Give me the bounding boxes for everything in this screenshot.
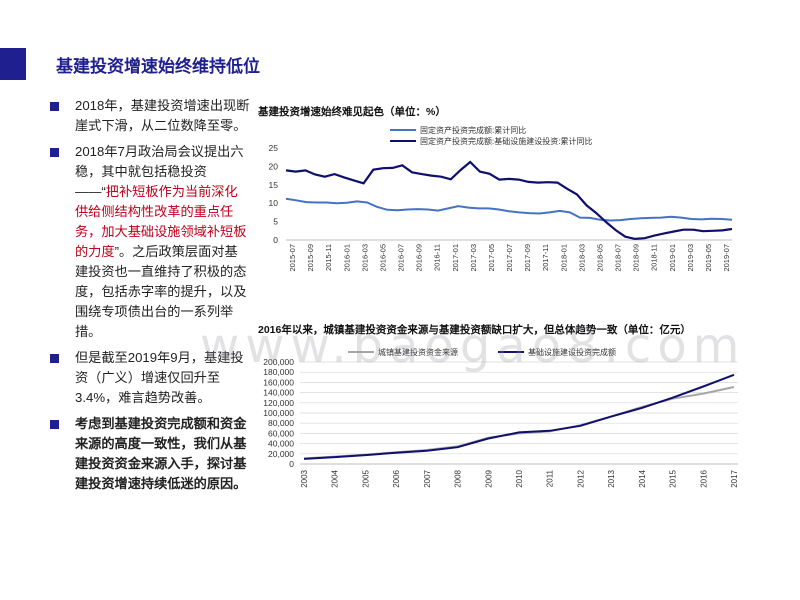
- chart1-xtick-label: 2018-03: [577, 244, 586, 272]
- chart1-xtick-label: 2016-11: [433, 244, 442, 271]
- chart2-ytick-label: 160,000: [263, 377, 294, 387]
- chart1-series-line: [285, 197, 733, 222]
- chart2-ytick-label: 80,000: [268, 418, 294, 428]
- bullet-square-icon: [50, 420, 59, 429]
- chart2-xtick-label: 2014: [638, 469, 647, 487]
- chart1-xtick-label: 2017-07: [505, 244, 514, 272]
- chart2-series-line: [303, 373, 735, 460]
- chart2-funding-vs-investment: 020,00040,00060,00080,000100,000120,0001…: [263, 347, 739, 488]
- chart1-xtick-label: 2017-09: [523, 244, 532, 272]
- chart1-xtick-label: 2015-11: [324, 244, 333, 271]
- chart1-ytick-label: 0: [273, 235, 278, 245]
- chart1-xtick-label: 2019-03: [686, 244, 695, 272]
- chart2-xtick-label: 2016: [699, 469, 708, 487]
- bullet-highlight-text: 把补短板作为当前深化供给侧结构性改革的重点任务，加大基础设施领域补短板的力度: [75, 184, 247, 259]
- chart2-xtick-label: 2007: [423, 469, 432, 487]
- chart2-xtick-label: 2006: [392, 469, 401, 487]
- chart2-legend-label: 基础设施建设投资完成额: [528, 347, 616, 357]
- bullet-text-part: 2018年7月政治局会议提出六稳，其中就包括稳投资——“: [75, 144, 244, 199]
- chart1-xtick-label: 2015-07: [288, 244, 297, 272]
- chart1-xtick-label: 2017-11: [541, 244, 550, 271]
- chart1-xtick-label: 2017-03: [469, 244, 478, 272]
- chart1-ytick-label: 15: [269, 180, 279, 190]
- bullet-square-icon: [50, 354, 59, 363]
- bullet-item: 考虑到基建投资完成额和资金来源的高度一致性，我们从基建投资资金来源入手，探讨基建…: [50, 414, 250, 494]
- chart2-ytick-label: 40,000: [268, 439, 294, 449]
- chart1-xtick-label: 2016-07: [397, 244, 406, 272]
- chart2-xtick-label: 2008: [454, 469, 463, 487]
- chart1-xtick-label: 2019-01: [668, 244, 677, 272]
- bullet-square-icon: [50, 148, 59, 157]
- chart2-ytick-label: 0: [289, 459, 294, 469]
- title-accent-bar: [0, 48, 26, 80]
- chart2-ytick-label: 140,000: [263, 388, 294, 398]
- watermark-text: www.baogao8.com: [200, 318, 746, 374]
- chart2-ytick-label: 180,000: [263, 367, 294, 377]
- chart2-xtick-label: 2011: [546, 469, 555, 487]
- chart2-ytick-label: 20,000: [268, 449, 294, 459]
- chart1-xtick-label: 2018-11: [650, 244, 659, 271]
- bullet-item: 2018年7月政治局会议提出六稳，其中就包括稳投资——“把补短板作为当前深化供给…: [50, 142, 250, 342]
- chart1-title: 基建投资增速始终难见起色（单位：%）: [258, 106, 446, 118]
- chart1-growth-rate: 0 5 10 15 20 25 2015-07 2015-09 2015-11 2016-01 20…: [269, 125, 733, 272]
- bullet-text-part: ”。之后政策层面对基建投资也一直维持了积极的态度，包括赤字率的提升，以及围绕专项…: [75, 244, 247, 339]
- bullet-text: 但是截至2019年9月，基建投资（广义）增速仅回升至3.4%，难言趋势改善。: [75, 350, 244, 405]
- chart2-xtick-label: 2005: [361, 469, 370, 487]
- chart2-xtick-label: 2009: [484, 469, 493, 487]
- bullet-square-icon: [50, 102, 59, 111]
- chart1-xtick-label: 2016-01: [342, 244, 351, 272]
- chart2-ytick-label: 60,000: [268, 428, 294, 438]
- chart1-xtick-label: 2018-01: [559, 244, 568, 272]
- chart1-legend-label: 固定资产投资完成额:累计同比: [420, 125, 526, 135]
- chart2-xtick-label: 2017: [730, 469, 739, 487]
- chart2-xtick-label: 2004: [331, 469, 340, 487]
- chart2-ytick-label: 100,000: [263, 408, 294, 418]
- chart1-xtick-label: 2019-07: [722, 244, 731, 272]
- chart1-xtick-label: 2017-01: [451, 244, 460, 272]
- slide-title: 基建投资增速始终维持低位: [56, 57, 260, 76]
- chart1-xtick-label: 2018-09: [632, 244, 641, 272]
- chart1-xtick-label: 2015-09: [306, 244, 315, 272]
- chart1-xtick-label: 2019-05: [704, 244, 713, 272]
- bullet-list: 2018年，基建投资增速出现断崖式下滑，从二位数降至零。 2018年7月政治局会…: [50, 96, 250, 500]
- chart2-ytick-label: 200,000: [263, 357, 294, 367]
- chart2-legend-label: 城镇基建投资资金来源: [378, 347, 458, 357]
- bullet-text: 考虑到基建投资完成额和资金来源的高度一致性，我们从基建投资资金来源入手，探讨基建…: [75, 416, 247, 491]
- bullet-text: 2018年7月政治局会议提出六稳，其中就包括稳投资——“把补短板作为当前深化供给…: [75, 142, 250, 342]
- bullet-item: 2018年，基建投资增速出现断崖式下滑，从二位数降至零。: [50, 96, 250, 136]
- bullet-text: 2018年，基建投资增速出现断崖式下滑，从二位数降至零。: [75, 98, 250, 133]
- chart2-title: 2016年以来，城镇基建投资资金来源与基建投资额缺口扩大，但总体趋势一致（单位：…: [258, 324, 691, 336]
- chart2-xtick-label: 2010: [515, 469, 524, 487]
- chart1-ytick-label: 20: [269, 161, 279, 171]
- chart1-xtick-label: 2018-07: [614, 244, 623, 272]
- chart2-ytick-label: 120,000: [263, 398, 294, 408]
- chart2-xtick-label: 2003: [300, 469, 309, 487]
- chart1-xtick-label: 2016-03: [360, 244, 369, 272]
- chart2-xtick-label: 2015: [669, 469, 678, 487]
- chart2-xtick-label: 2013: [607, 469, 616, 487]
- chart1-xtick-label: 2018-05: [595, 244, 604, 272]
- chart2-xtick-label: 2012: [576, 469, 585, 487]
- chart1-xtick-label: 2016-05: [378, 244, 387, 272]
- chart1-ytick-label: 5: [273, 217, 278, 227]
- chart1-ytick-label: 10: [269, 198, 279, 208]
- chart1-xtick-label: 2017-05: [487, 244, 496, 272]
- bullet-item: 但是截至2019年9月，基建投资（广义）增速仅回升至3.4%，难言趋势改善。: [50, 348, 250, 408]
- chart1-ytick-label: 25: [269, 143, 279, 153]
- chart1-series-line: [285, 160, 733, 241]
- chart1-xtick-label: 2016-09: [415, 244, 424, 272]
- chart1-legend-label: 固定资产投资完成额:基础设施建设投资:累计同比: [420, 136, 592, 146]
